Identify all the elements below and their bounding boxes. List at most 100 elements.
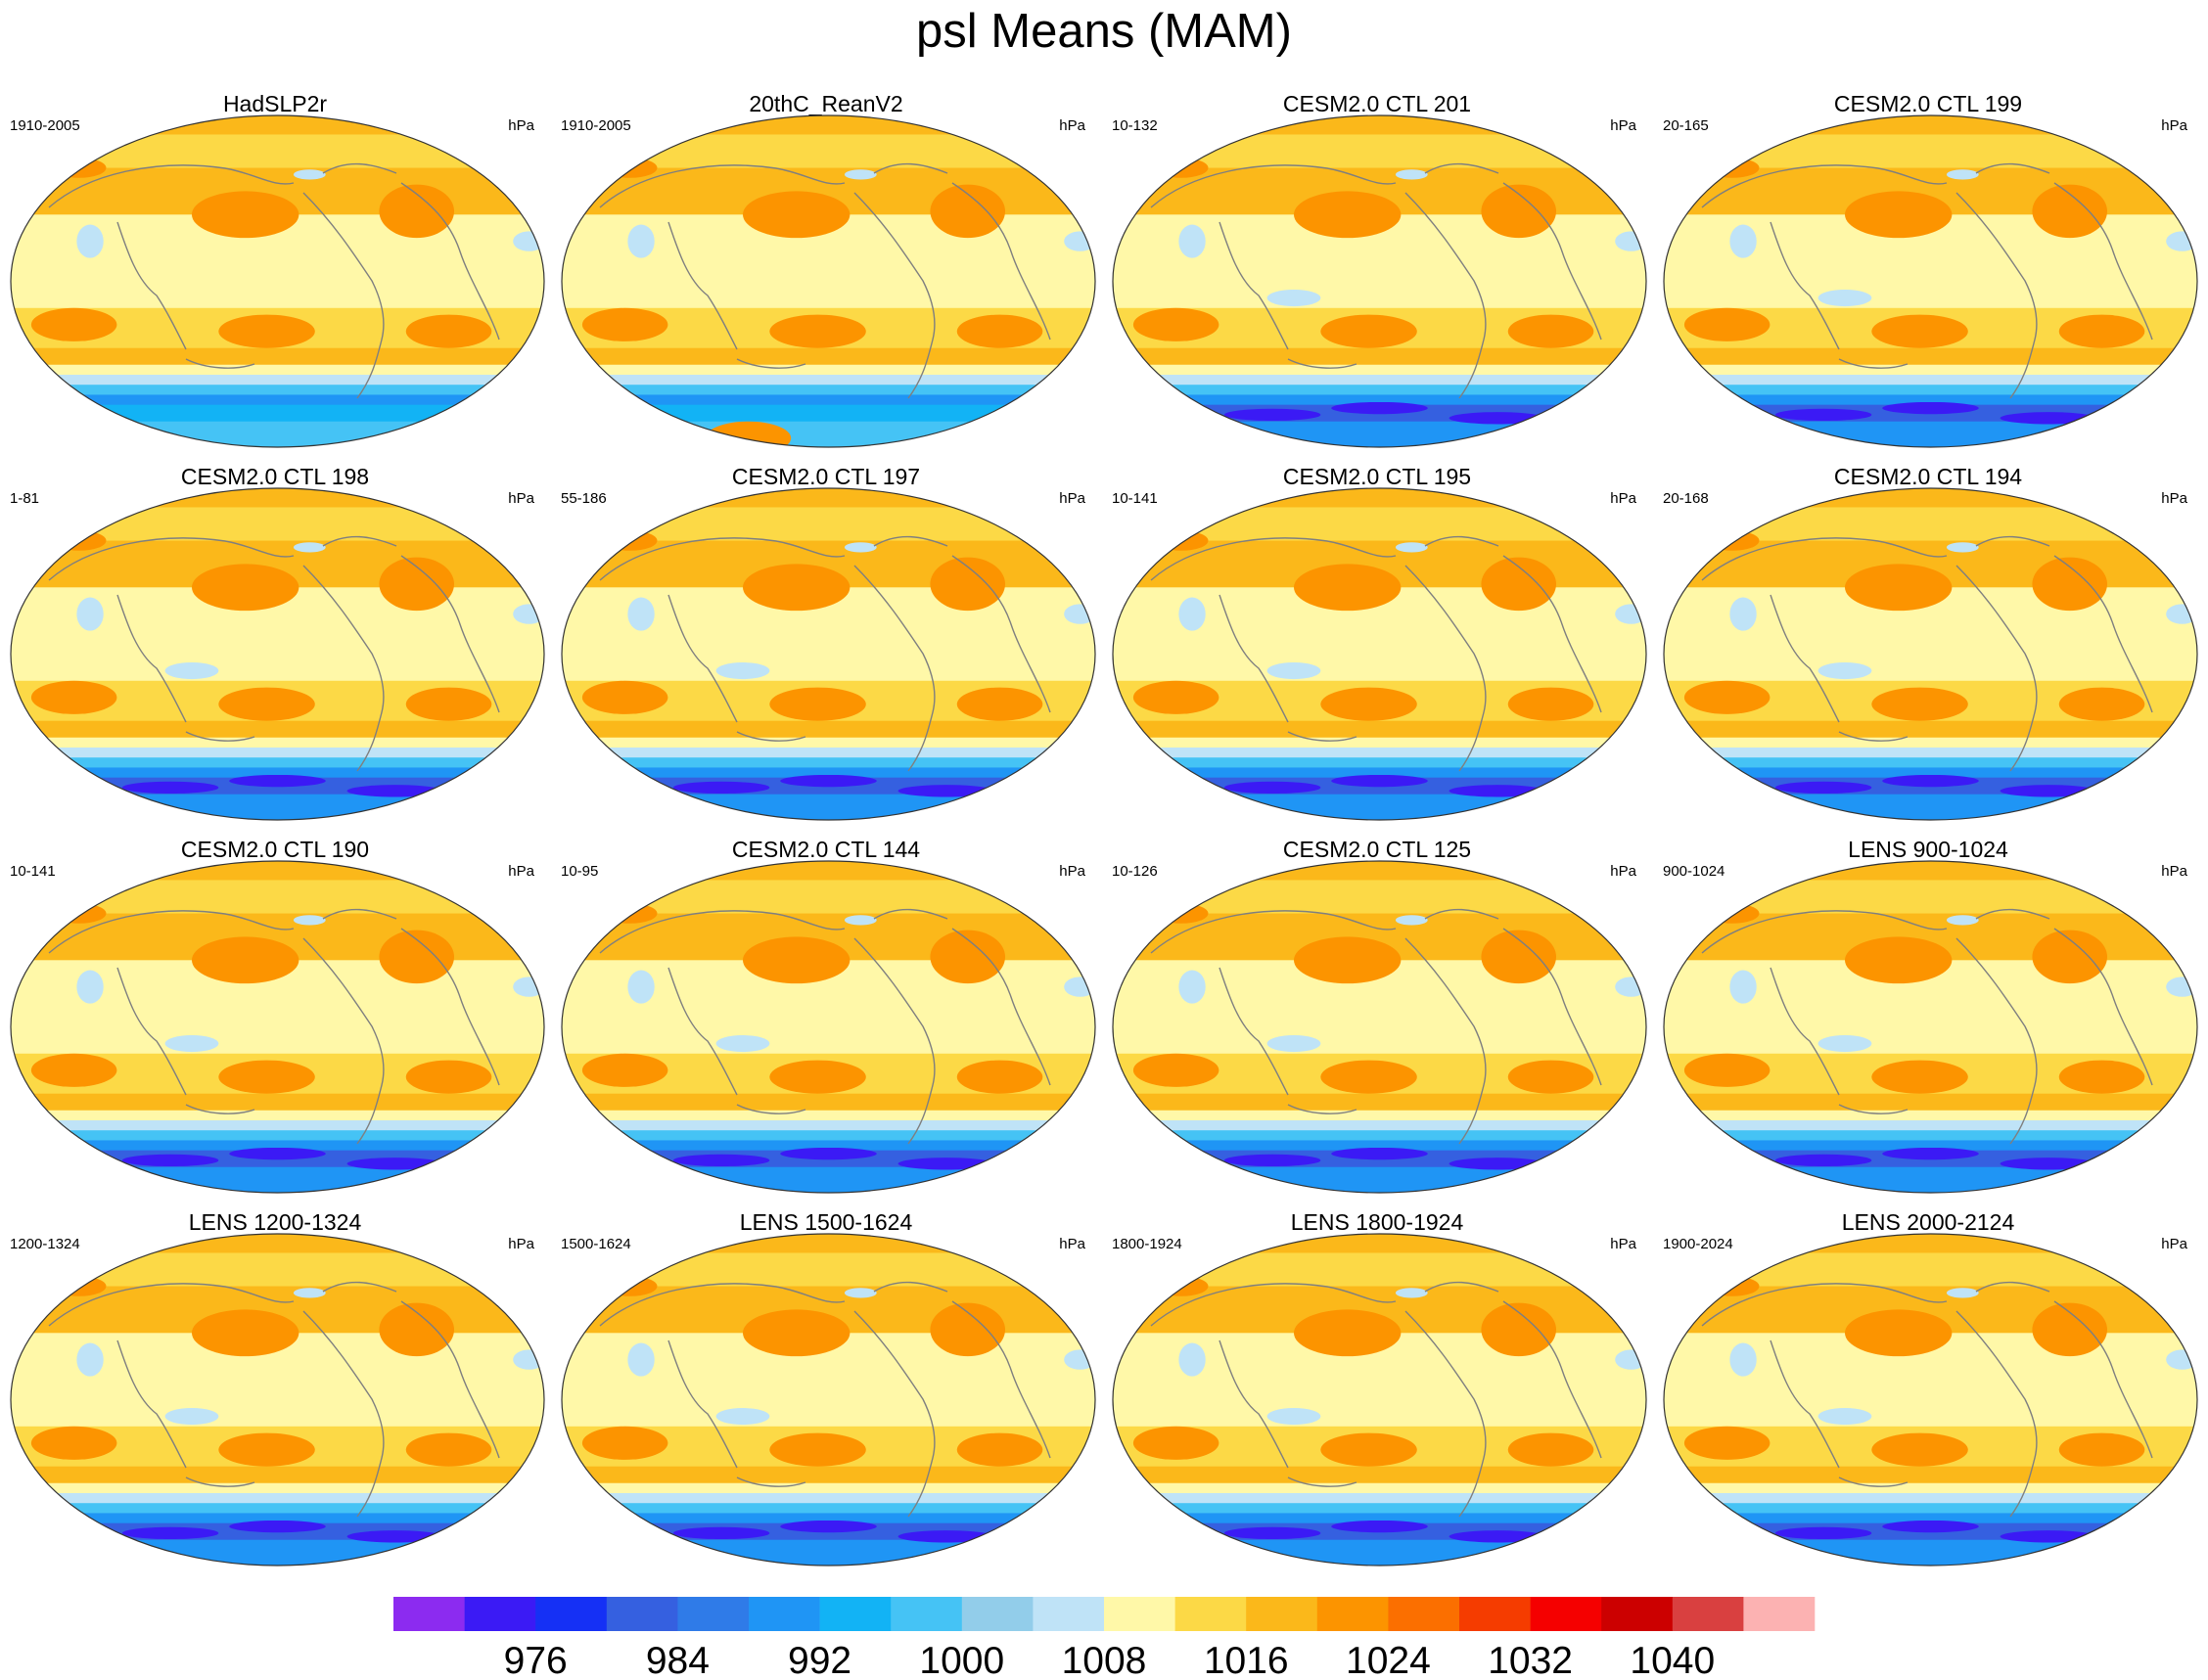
low-pressure-patch bbox=[1729, 970, 1757, 1004]
colorbar-tick-label: 976 bbox=[504, 1640, 568, 1680]
low-pressure-patch bbox=[715, 662, 770, 680]
panel-units: hPa bbox=[1059, 863, 1085, 880]
pressure-band bbox=[562, 1392, 1095, 1428]
psl-field bbox=[1113, 488, 1646, 820]
pressure-band bbox=[11, 1492, 544, 1504]
colorbar-box bbox=[1388, 1597, 1460, 1631]
pressure-band bbox=[1113, 737, 1646, 749]
subtropical-high bbox=[1132, 307, 1219, 341]
circumpolar-low bbox=[229, 774, 326, 788]
pressure-band bbox=[562, 374, 1095, 386]
colorbar-tick-label: 1024 bbox=[1346, 1640, 1431, 1680]
low-pressure-patch bbox=[1729, 597, 1757, 631]
pressure-band bbox=[11, 421, 544, 447]
robinson-map bbox=[1112, 487, 1647, 821]
panel-years: 10-132 bbox=[1112, 117, 1158, 134]
figure-title: psl Means (MAM) bbox=[916, 5, 1292, 58]
circumpolar-low bbox=[229, 1520, 326, 1533]
robinson-map bbox=[561, 860, 1096, 1194]
coastline bbox=[853, 937, 936, 1145]
pressure-band bbox=[1113, 747, 1646, 758]
circumpolar-low bbox=[1882, 401, 1979, 415]
pressure-band bbox=[1664, 1119, 2197, 1131]
colorbar-box bbox=[1033, 1597, 1105, 1631]
pressure-band bbox=[1664, 347, 2197, 366]
pressure-band bbox=[11, 1503, 544, 1514]
pressure-band bbox=[11, 1020, 544, 1055]
pressure-band bbox=[1113, 394, 1646, 406]
map-outline bbox=[10, 114, 545, 448]
colorbar-tick-label: 1000 bbox=[919, 1640, 1004, 1680]
subtropical-high bbox=[2058, 1060, 2145, 1094]
colorbar-box bbox=[819, 1597, 892, 1631]
psl-field bbox=[11, 115, 544, 447]
subtropical-high bbox=[581, 1053, 668, 1087]
circumpolar-low bbox=[346, 1158, 444, 1170]
pressure-band bbox=[562, 1513, 1095, 1524]
circumpolar-low bbox=[229, 1147, 326, 1160]
coastline bbox=[599, 164, 846, 208]
coastline bbox=[951, 182, 1051, 341]
panel-title: CESM2.0 CTL 190 bbox=[180, 837, 370, 862]
pressure-band bbox=[1113, 374, 1646, 386]
low-pressure-patch bbox=[844, 542, 877, 553]
circumpolar-low bbox=[1882, 1520, 1979, 1533]
coastline bbox=[2053, 555, 2153, 713]
low-pressure-patch bbox=[2166, 231, 2197, 251]
subtropical-high bbox=[30, 1426, 117, 1460]
pressure-band bbox=[11, 1234, 544, 1253]
map-outline bbox=[561, 114, 1096, 448]
robinson-map bbox=[1663, 1233, 2198, 1566]
subtropical-high bbox=[1320, 1060, 1417, 1094]
subtropical-high bbox=[1507, 1060, 1594, 1094]
pressure-band bbox=[11, 115, 544, 135]
subtropical-high bbox=[956, 314, 1043, 348]
low-pressure-patch bbox=[1615, 231, 1646, 251]
subtropical-high bbox=[1320, 314, 1417, 348]
pressure-band bbox=[1113, 861, 1646, 881]
panel-years: 1200-1324 bbox=[10, 1236, 80, 1252]
pressure-band bbox=[1664, 1466, 2197, 1484]
pressure-band bbox=[1664, 1140, 2197, 1152]
pressure-band bbox=[11, 274, 544, 309]
subtropical-high bbox=[581, 680, 668, 714]
circumpolar-low bbox=[2000, 412, 2097, 425]
panel-title: CESM2.0 CTL 144 bbox=[731, 837, 921, 862]
coastline bbox=[1838, 1476, 1909, 1487]
subtropical-high bbox=[1481, 557, 1557, 612]
subtropical-high bbox=[956, 1060, 1043, 1094]
psl-field bbox=[1113, 861, 1646, 1193]
pressure-band bbox=[1113, 115, 1646, 135]
coastline bbox=[1287, 731, 1357, 742]
subtropical-high bbox=[930, 1302, 1006, 1357]
subtropical-high bbox=[742, 1309, 851, 1357]
pressure-band bbox=[1113, 1119, 1646, 1131]
coastline bbox=[1219, 1339, 1289, 1469]
pressure-band bbox=[1664, 385, 2197, 395]
circumpolar-low bbox=[1223, 1154, 1321, 1167]
low-pressure-patch bbox=[1064, 604, 1095, 624]
coastline bbox=[736, 1476, 806, 1487]
robinson-map bbox=[561, 487, 1096, 821]
subtropical-high bbox=[742, 936, 851, 984]
colorbar-box bbox=[535, 1597, 608, 1631]
subtropical-high bbox=[30, 1053, 117, 1087]
pressure-band bbox=[1664, 421, 2197, 447]
low-pressure-patch bbox=[1615, 604, 1646, 624]
map-outline bbox=[1663, 114, 2198, 448]
colorbar-box bbox=[1174, 1597, 1247, 1631]
panel-title: CESM2.0 CTL 197 bbox=[731, 464, 921, 489]
panel-title: CESM2.0 CTL 194 bbox=[1833, 464, 2023, 489]
pressure-band bbox=[1664, 1166, 2197, 1193]
pressure-band bbox=[562, 1492, 1095, 1504]
panel-title: LENS 2000-2124 bbox=[1841, 1209, 2015, 1235]
subtropical-high bbox=[1154, 530, 1209, 551]
circumpolar-low bbox=[1774, 1154, 1872, 1167]
colorbar-box bbox=[891, 1597, 963, 1631]
subtropical-high bbox=[769, 1060, 866, 1094]
pressure-band bbox=[1113, 364, 1646, 376]
subtropical-high bbox=[1293, 936, 1402, 984]
pressure-band bbox=[11, 385, 544, 395]
coastline bbox=[667, 594, 738, 723]
subtropical-high bbox=[1293, 1309, 1402, 1357]
